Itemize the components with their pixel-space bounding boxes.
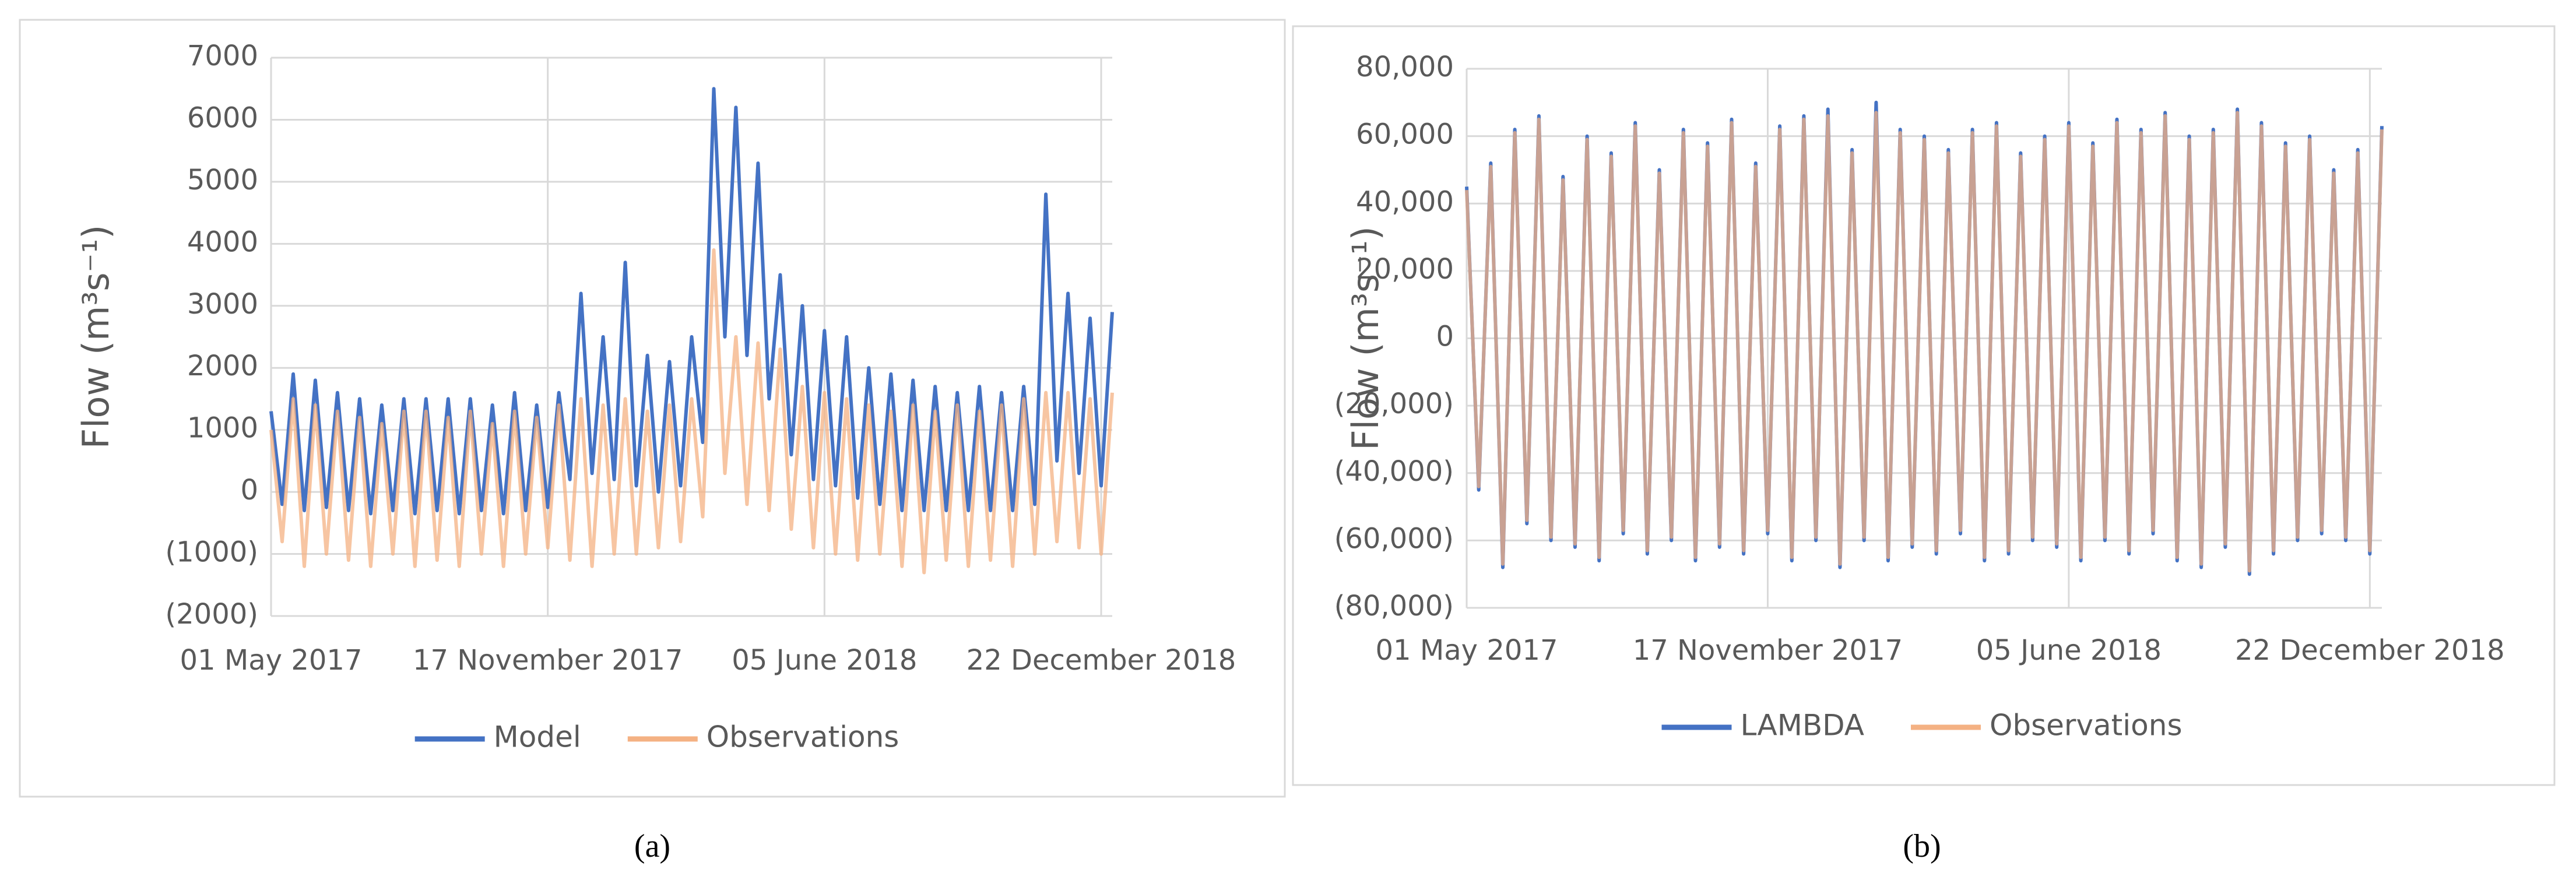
legend-label: Observations	[707, 720, 899, 754]
y-tick-label: 4000	[187, 226, 258, 258]
y-axis-title: Flow (m³s⁻¹)	[75, 225, 117, 449]
y-tick-label: 0	[240, 474, 258, 506]
y-tick-label: (60,000)	[1334, 522, 1454, 555]
legend: Model Observations	[414, 720, 899, 754]
series-line	[1465, 111, 2384, 573]
y-tick-label: 6000	[187, 101, 258, 134]
y-tick-label: 3000	[187, 288, 258, 321]
y-tick-label: (40,000)	[1334, 455, 1454, 488]
x-tick-label: 17 November 2017	[413, 644, 683, 677]
y-tick-label: 60,000	[1356, 118, 1454, 151]
y-tick-label: 2000	[187, 350, 258, 382]
panel-caption: (b)	[1903, 828, 1941, 864]
y-tick-label: 7000	[187, 40, 258, 72]
x-tick-label: 17 November 2017	[1633, 634, 1903, 667]
y-tick-label: (2000)	[165, 598, 258, 631]
x-tick-label: 22 December 2018	[2235, 634, 2505, 667]
y-tick-label: 20,000	[1356, 253, 1454, 286]
x-tick-label: 01 May 2017	[180, 644, 363, 677]
x-tick-label: 05 June 2018	[732, 644, 917, 677]
legend-label: Model	[494, 720, 581, 754]
y-tick-label: (80,000)	[1334, 590, 1454, 622]
y-tick-label: (20,000)	[1334, 388, 1454, 420]
legend-label: LAMBDA	[1740, 709, 1864, 742]
x-tick-label: 05 June 2018	[1976, 634, 2162, 667]
panel-caption: (a)	[634, 828, 670, 864]
series-line	[269, 248, 1114, 575]
y-tick-label: 1000	[187, 412, 258, 445]
y-tick-label: 5000	[187, 164, 258, 196]
series-line	[269, 87, 1114, 516]
y-tick-label: 40,000	[1356, 185, 1454, 218]
x-tick-label: 22 December 2018	[967, 644, 1236, 677]
y-tick-label: (1000)	[165, 536, 258, 569]
x-tick-label: 01 May 2017	[1376, 634, 1558, 667]
y-tick-label: 80,000	[1356, 51, 1454, 83]
y-axis-title: Flow (m³s⁻¹)	[1344, 226, 1387, 450]
legend-label: Observations	[1990, 709, 2183, 742]
y-tick-label: 0	[1436, 321, 1454, 353]
legend: LAMBDA Observations	[1661, 709, 2183, 742]
